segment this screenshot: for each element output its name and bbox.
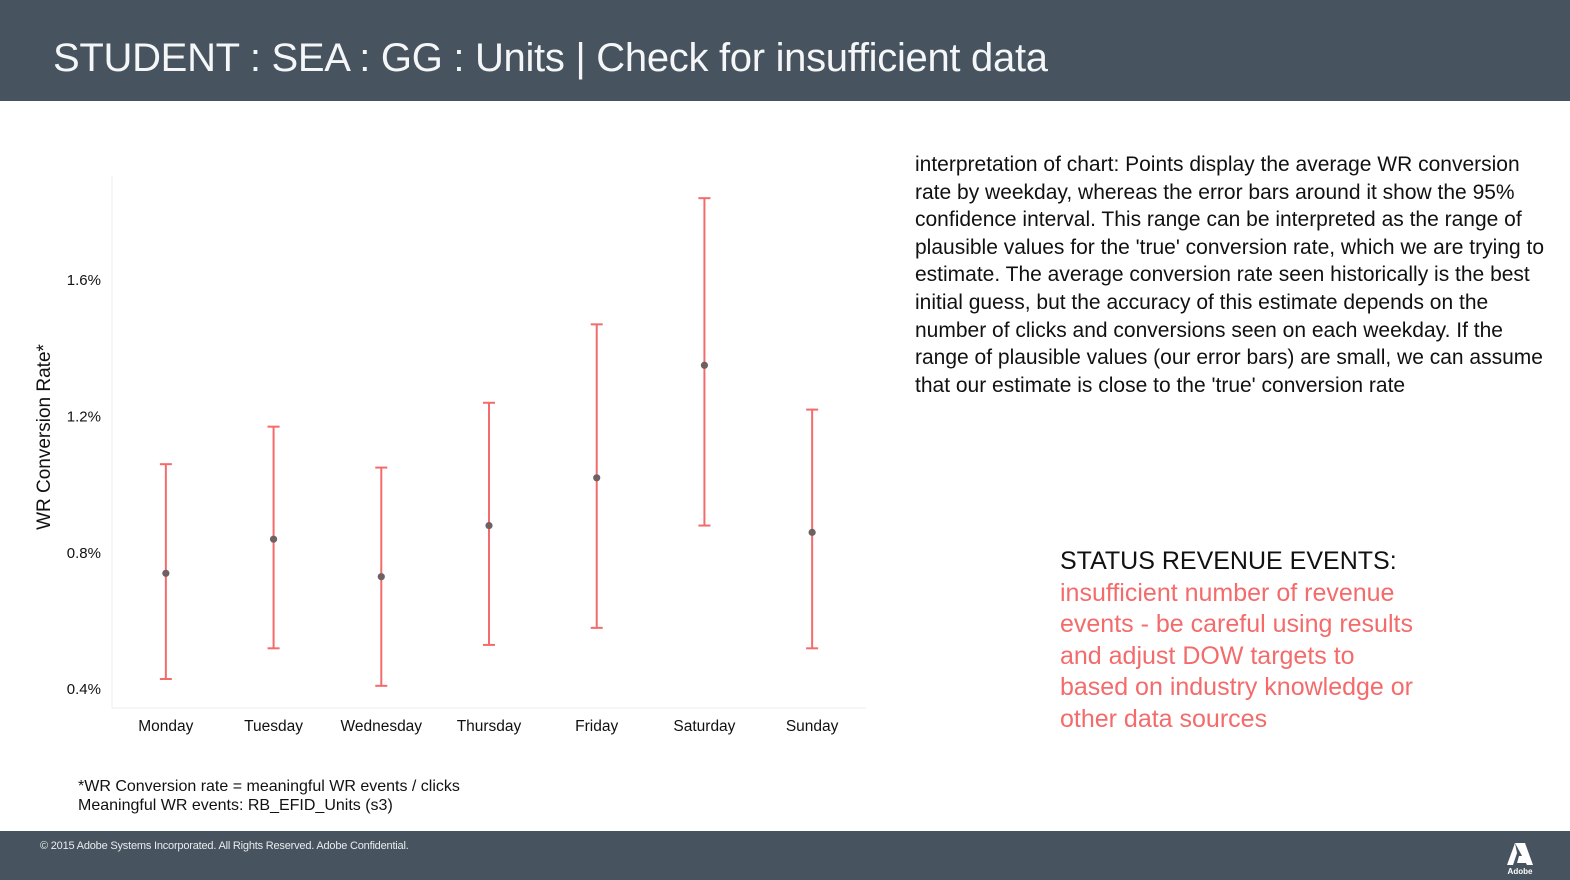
data-point xyxy=(162,569,170,577)
chart-footnote: *WR Conversion rate = meaningful WR even… xyxy=(78,777,460,815)
page-title: STUDENT : SEA : GG : Units | Check for i… xyxy=(53,36,1048,80)
status-message: insufficient number of revenue events - … xyxy=(1060,578,1414,733)
conversion-rate-chart: 0.4% 0.8% 1.2% 1.6% Monday Tuesday Wednesday Th… xyxy=(34,176,866,735)
data-point xyxy=(377,573,385,581)
y-axis-label: WR Conversion Rate* xyxy=(34,343,55,529)
chart-interpretation: interpretation of chart: Points display … xyxy=(915,153,1545,397)
x-tick-label: Thursday xyxy=(457,718,522,735)
x-tick-label: Sunday xyxy=(786,718,839,735)
y-tick-label: 1.6% xyxy=(67,272,101,289)
adobe-logo-icon: Adobe xyxy=(1505,841,1535,877)
copyright-text: © 2015 Adobe Systems Incorporated. All R… xyxy=(40,840,409,852)
status-label: STATUS REVENUE EVENTS: xyxy=(1060,547,1397,575)
data-point xyxy=(808,528,816,536)
chart-marks xyxy=(159,197,819,687)
x-tick-label: Monday xyxy=(138,718,193,735)
y-tick-label: 0.8% xyxy=(67,545,101,562)
y-tick-label: 1.2% xyxy=(67,408,101,425)
header-bar: STUDENT : SEA : GG : Units | Check for i… xyxy=(0,0,1570,101)
data-point xyxy=(593,474,601,482)
footnote-line-2: Meaningful WR events: RB_EFID_Units (s3) xyxy=(78,797,393,814)
status-box: STATUS REVENUE EVENTS: insufficient numb… xyxy=(1060,546,1420,735)
chart-axes xyxy=(111,176,866,709)
data-point xyxy=(485,521,493,530)
adobe-logo-text: Adobe xyxy=(1507,867,1533,876)
data-point xyxy=(269,535,278,543)
data-point xyxy=(700,361,709,369)
footer-bar: © 2015 Adobe Systems Incorporated. All R… xyxy=(0,831,1570,880)
chart-ticks: 0.4% 0.8% 1.2% 1.6% Monday Tuesday Wednesday Th… xyxy=(67,272,839,735)
x-tick-label: Friday xyxy=(575,718,618,735)
y-tick-label: 0.4% xyxy=(67,681,101,698)
x-tick-label: Saturday xyxy=(673,718,735,735)
x-tick-label: Wednesday xyxy=(340,718,422,735)
x-tick-label: Tuesday xyxy=(244,718,303,735)
footnote-line-1: *WR Conversion rate = meaningful WR even… xyxy=(78,778,460,795)
